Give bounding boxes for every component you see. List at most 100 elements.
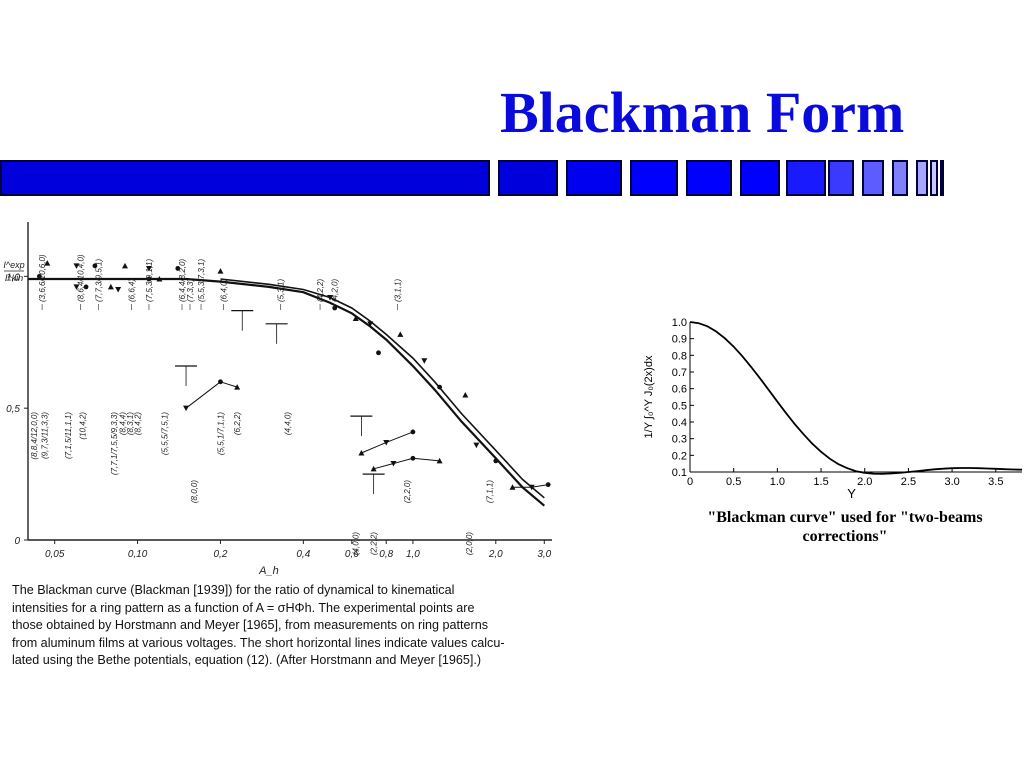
caption-line: lated using the Bethe potentials, equati… (12, 653, 482, 667)
reflection-label: (2,2,0) (403, 480, 412, 503)
x-tick-label: 3.5 (988, 476, 1003, 488)
data-point (462, 392, 469, 398)
data-point (175, 266, 181, 271)
bar-segment (828, 160, 854, 196)
data-point (145, 265, 152, 272)
bar-segment (892, 160, 908, 196)
bar-segment (498, 160, 558, 196)
reflection-label: (8,3,1) (126, 412, 135, 435)
reflection-label: (7,1,1) (486, 480, 495, 503)
x-axis-label: A_h (258, 565, 279, 577)
reflection-label: (10,4,2) (78, 412, 87, 440)
reflection-label: (7,3,3) (186, 279, 195, 302)
bar-segment (930, 160, 938, 196)
y-tick-label: 0.6 (672, 384, 687, 396)
bar-segment (740, 160, 780, 196)
x-tick-label: 0,8 (379, 549, 393, 560)
bar-segment (916, 160, 928, 196)
data-point (121, 262, 128, 269)
reflection-label: (8,0,0) (190, 480, 199, 503)
y-tick-label: 0.5 (672, 400, 687, 412)
data-point (327, 294, 334, 301)
data-point (73, 263, 80, 269)
right-figure-caption: "Blackman curve" used for "two-beams cor… (690, 508, 1000, 546)
caption-line: "Blackman curve" used for "two-beams (707, 509, 983, 526)
y-axis-label: I^exp (3, 260, 24, 270)
point-connector (220, 381, 238, 388)
reflection-label: (5,5,3/7,3,1) (197, 259, 206, 302)
reflection-label: (6,2,2) (233, 412, 242, 435)
reflection-label: (6,6,4) (127, 279, 136, 302)
reflection-label: (5,5,1/7,1,1) (216, 412, 225, 455)
blackman-curve-line (689, 321, 1023, 475)
point-connector (412, 457, 440, 462)
x-tick-label: 1.0 (770, 476, 785, 488)
data-point (421, 358, 428, 364)
blackman-scan-chart: 0 0,5 1,0 0,05 0,10 0,2 0,4 0,6 0,8 1,0 2,0 3,0 I^ex… (3, 222, 552, 577)
y-axis-label: 1/Υ ∫₀^Υ J₀(2x)dx (643, 355, 655, 438)
y-tick-label: 0.2 (672, 450, 687, 462)
data-point (83, 284, 89, 290)
data-point (73, 284, 80, 290)
x-tick-label: 0,4 (296, 549, 310, 560)
reflection-label: (4,0,0) (352, 532, 361, 555)
reflection-label: (7,7,3/9,5,1) (94, 259, 103, 302)
data-point (44, 260, 51, 266)
bar-segment (566, 160, 622, 196)
y-tick-label: 0.8 (672, 350, 687, 362)
reflection-label: (6,4,4/8,2,0) (178, 259, 187, 302)
bar-segment (862, 160, 884, 196)
x-tick-label: 2,0 (488, 549, 503, 560)
y-tick-label: 0.4 (672, 417, 687, 429)
data-point (397, 331, 404, 337)
x-tick-label: 0,05 (45, 549, 65, 560)
reflection-label: (2,0,0) (465, 532, 474, 555)
x-tick-label: 3,0 (537, 549, 551, 560)
point-connector (393, 457, 414, 465)
reflection-label: (7,5,3/9,1,1) (145, 259, 154, 302)
reflection-label: (2,2,2) (370, 532, 379, 555)
x-tick-label: 1.5 (813, 476, 828, 488)
reflection-label: (7,7,1/7,5,5/9,3,3) (110, 412, 119, 475)
x-tick-label: 0,10 (128, 549, 148, 560)
y-tick-label: 0.3 (672, 434, 687, 446)
y-tick-label: 1.0 (672, 317, 687, 329)
x-tick-label: 0 (687, 476, 693, 488)
data-point (493, 458, 499, 464)
x-tick-label: 3.0 (944, 476, 959, 488)
reflection-label: (3,1,1) (394, 279, 403, 302)
left-figure-caption: The Blackman curve (Blackman [1939]) for… (12, 582, 552, 670)
reflection-label: (8,8,4/12,0,0) (30, 412, 39, 460)
bar-segment (0, 160, 490, 196)
x-tick-label: 0.5 (726, 476, 741, 488)
bar-segment (786, 160, 826, 196)
x-tick-label: 2.0 (857, 476, 872, 488)
data-point (367, 321, 374, 327)
y-tick-label: 0 (14, 536, 20, 547)
x-axis-label: Υ (847, 486, 856, 501)
caption-line: The Blackman curve (Blackman [1939]) for… (12, 583, 455, 597)
slide-title: Blackman Form (500, 80, 905, 145)
reflection-label: (4,2,0) (331, 279, 340, 302)
data-point (156, 276, 163, 282)
reflection-label: (8,6,4/10,4,0) (76, 254, 85, 302)
point-connector (386, 431, 414, 443)
reflection-label: (5,5,5/7,5,1) (160, 412, 169, 455)
x-tick-label: 1,0 (406, 549, 420, 560)
bar-segment (630, 160, 678, 196)
x-tick-label: 0,6 (345, 549, 359, 560)
caption-line: from aluminum films at various voltages.… (12, 635, 505, 650)
bar-segment (940, 160, 944, 196)
reflection-label: (7,1,5/11,1,1) (64, 412, 73, 459)
point-connector (361, 441, 387, 454)
y-tick-label: 0,5 (6, 404, 20, 415)
bar-segment (686, 160, 732, 196)
x-tick-label: 0,2 (214, 549, 228, 560)
reflection-label: (4,4,0) (283, 412, 292, 435)
data-point (115, 287, 122, 293)
data-point (376, 350, 381, 356)
data-point (473, 442, 480, 449)
point-connector (531, 484, 549, 488)
data-point (437, 384, 442, 390)
blackman-curve-line (220, 278, 545, 499)
